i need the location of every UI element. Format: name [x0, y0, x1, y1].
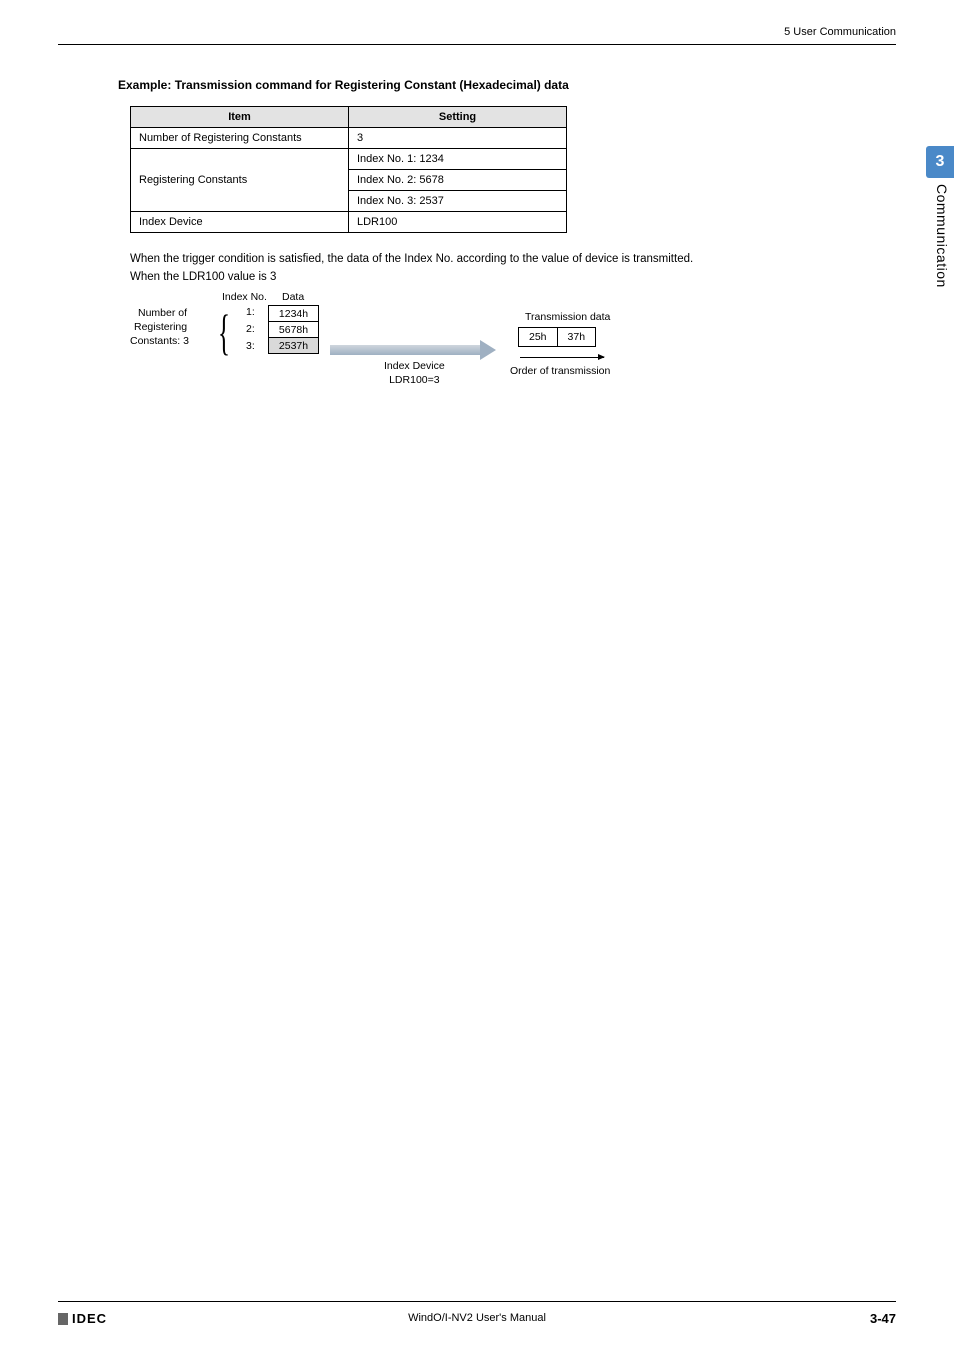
- cell: 1234h: [269, 306, 319, 322]
- label-data: Data: [282, 291, 304, 303]
- brace-icon: {: [218, 307, 230, 357]
- table-row: Index Device LDR100: [131, 212, 567, 233]
- order-label: Order of transmission: [510, 365, 610, 377]
- index-2: 2:: [246, 323, 255, 335]
- label-registering: Registering: [134, 321, 187, 333]
- cell: 25h: [519, 328, 558, 347]
- footer-title: WindO/I-NV2 User's Manual: [0, 1312, 954, 1324]
- cell: Index Device: [131, 212, 349, 233]
- index-device-l2: LDR100=3: [389, 374, 440, 386]
- description-line: When the LDR100 value is 3: [130, 271, 878, 283]
- footer-rule: [58, 1301, 896, 1302]
- cell: 5678h: [269, 322, 319, 338]
- label-index-no: Index No.: [222, 291, 267, 303]
- cell: Index No. 3: 2537: [349, 191, 567, 212]
- description-line: When the trigger condition is satisfied,…: [130, 253, 878, 265]
- label-constants: Constants: 3: [130, 335, 189, 347]
- chapter-label: Communication: [934, 184, 950, 288]
- content: Example: Transmission command for Regist…: [118, 78, 878, 411]
- cell: Registering Constants: [131, 149, 349, 212]
- cell: Index No. 1: 1234: [349, 149, 567, 170]
- index-3: 3:: [246, 340, 255, 352]
- footer-page: 3-47: [870, 1311, 896, 1326]
- col-header-setting: Setting: [349, 107, 567, 128]
- chapter-tab: 3: [926, 146, 954, 178]
- data-table: 1234h 5678h 2537h: [268, 305, 319, 354]
- index-device-l1: Index Device: [384, 360, 445, 372]
- index-1: 1:: [246, 306, 255, 318]
- cell: 37h: [557, 328, 596, 347]
- table-row: Registering Constants Index No. 1: 1234: [131, 149, 567, 170]
- header-rule: [58, 44, 896, 45]
- header-section: 5 User Communication: [784, 26, 896, 38]
- label-number-of: Number of: [138, 307, 187, 319]
- diagram: Index No. Data Number of Registering Con…: [130, 291, 750, 411]
- order-arrow-icon: [520, 357, 604, 358]
- transmission-data-label: Transmission data: [525, 311, 610, 323]
- table-row: Item Setting: [131, 107, 567, 128]
- arrow-head-icon: [480, 340, 496, 360]
- cell: Number of Registering Constants: [131, 128, 349, 149]
- cell: LDR100: [349, 212, 567, 233]
- table-row: Number of Registering Constants 3: [131, 128, 567, 149]
- transmission-table: 25h 37h: [518, 327, 596, 347]
- index-device-label: Index Device LDR100=3: [384, 359, 445, 387]
- settings-table: Item Setting Number of Registering Const…: [130, 106, 567, 233]
- cell: 3: [349, 128, 567, 149]
- example-title: Example: Transmission command for Regist…: [118, 78, 878, 92]
- col-header-item: Item: [131, 107, 349, 128]
- cell-highlight: 2537h: [269, 338, 319, 354]
- arrow-bar: [330, 345, 480, 355]
- cell: Index No. 2: 5678: [349, 170, 567, 191]
